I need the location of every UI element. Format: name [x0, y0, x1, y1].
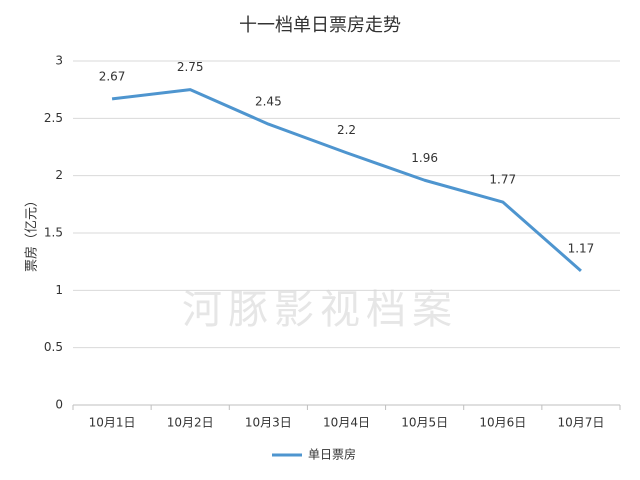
- y-tick-label: 3: [55, 54, 63, 68]
- x-tick-label: 10月4日: [323, 416, 370, 430]
- y-tick-label: 2.5: [44, 111, 63, 125]
- data-label: 2.75: [177, 60, 204, 74]
- y-tick-label: 0: [55, 398, 63, 412]
- x-tick-label: 10月6日: [479, 416, 526, 430]
- x-tick-label: 10月7日: [557, 416, 604, 430]
- data-label: 1.17: [568, 241, 595, 255]
- x-tick-label: 10月2日: [167, 416, 214, 430]
- data-label: 1.77: [489, 173, 516, 187]
- x-tick-label: 10月1日: [89, 416, 136, 430]
- chart-title: 十一档单日票房走势: [239, 15, 401, 36]
- x-tick-label: 10月3日: [245, 416, 292, 430]
- y-tick-label: 0.5: [44, 340, 63, 354]
- watermark: 河豚影视档案: [182, 287, 458, 333]
- y-axis-title: 票房（亿元）: [24, 194, 40, 272]
- y-tick-label: 2: [55, 168, 63, 182]
- data-label: 1.96: [411, 151, 438, 165]
- y-tick-label: 1: [55, 283, 63, 297]
- data-label: 2.2: [337, 123, 356, 137]
- legend-label: 单日票房: [308, 447, 356, 462]
- x-tick-label: 10月5日: [401, 416, 448, 430]
- data-label: 2.67: [99, 69, 126, 83]
- y-tick-label: 1.5: [44, 226, 63, 240]
- data-line: [111, 88, 582, 272]
- data-label: 2.45: [255, 95, 282, 109]
